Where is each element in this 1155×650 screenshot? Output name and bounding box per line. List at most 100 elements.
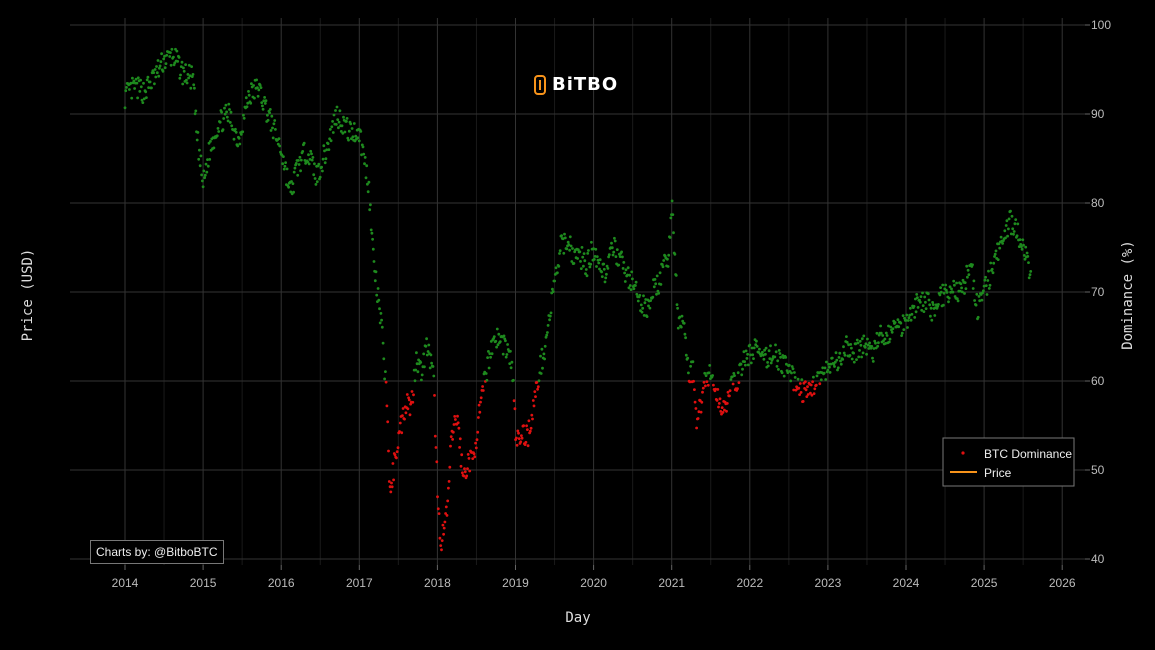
bitbo-logo-icon: [534, 74, 546, 95]
dominance-point: [230, 124, 234, 128]
dominance-point: [584, 272, 587, 275]
dominance-point: [539, 372, 543, 375]
dominance-point: [277, 137, 281, 141]
dominance-point: [921, 291, 924, 295]
dominance-point: [542, 352, 546, 356]
dominance-point: [933, 314, 937, 317]
dominance-point: [512, 378, 515, 382]
dominance-point: [704, 384, 707, 388]
dominance-point: [782, 374, 786, 378]
dominance-point: [799, 391, 803, 394]
dominance-point: [272, 122, 276, 126]
dominance-point: [362, 152, 366, 156]
dominance-point: [731, 382, 735, 386]
dominance-point: [247, 90, 250, 93]
dominance-point: [972, 279, 976, 283]
dominance-point: [341, 131, 345, 135]
dominance-point: [687, 371, 690, 375]
dominance-point: [345, 117, 349, 120]
dominance-point: [647, 304, 650, 308]
dominance-point: [612, 250, 616, 254]
dominance-point: [611, 253, 615, 257]
dominance-point: [281, 162, 285, 166]
dominance-point: [830, 356, 834, 360]
dominance-point: [466, 467, 469, 470]
dominance-point: [584, 268, 588, 271]
dominance-point: [777, 349, 781, 352]
dominance-point: [313, 162, 316, 166]
dominance-point: [827, 362, 830, 366]
dominance-point: [539, 354, 542, 358]
dominance-point: [741, 367, 744, 371]
dominance-point: [270, 114, 274, 118]
dominance-point: [223, 112, 227, 116]
dominance-point: [971, 263, 974, 267]
dominance-point: [736, 387, 739, 391]
dominance-point: [630, 270, 634, 274]
dominance-point: [301, 150, 305, 153]
dominance-point: [815, 374, 819, 378]
dominance-point: [326, 142, 330, 146]
dominance-point: [893, 321, 897, 324]
dominance-point: [338, 109, 342, 113]
dominance-point: [749, 361, 753, 365]
dominance-point: [785, 362, 788, 366]
dominance-point: [255, 78, 258, 82]
dominance-point: [479, 400, 482, 404]
dominance-point: [914, 310, 918, 314]
right-tick-label: 90: [1091, 107, 1105, 121]
dominance-point: [848, 354, 852, 357]
dominance-point: [285, 167, 289, 171]
dominance-point: [438, 536, 442, 540]
dominance-point: [774, 343, 777, 347]
dominance-point: [531, 399, 535, 402]
dominance-point: [497, 332, 501, 336]
dominance-point: [249, 101, 253, 105]
dominance-point: [563, 232, 566, 236]
dominance-point: [527, 419, 531, 423]
dominance-point: [523, 443, 527, 446]
dominance-point: [481, 389, 485, 392]
dominance-point: [636, 299, 640, 303]
dominance-point: [701, 386, 705, 390]
dominance-point: [595, 265, 598, 268]
dominance-point: [801, 400, 805, 403]
dominance-point: [766, 361, 769, 364]
dominance-point: [380, 318, 383, 322]
dominance-point: [705, 380, 709, 383]
dominance-point: [553, 279, 556, 283]
dominance-point: [142, 97, 146, 101]
dominance-point: [147, 86, 151, 89]
x-tick-label: 2023: [815, 576, 842, 590]
dominance-point: [433, 434, 437, 438]
dominance-point: [452, 423, 456, 426]
dominance-point: [964, 287, 968, 290]
dominance-point: [829, 362, 833, 366]
dominance-point: [250, 82, 253, 86]
dominance-point: [365, 164, 369, 168]
dominance-point: [321, 157, 325, 161]
dominance-point: [531, 417, 534, 421]
dominance-point: [329, 139, 333, 143]
dominance-point: [443, 520, 447, 524]
dominance-point: [299, 158, 303, 162]
dominance-point: [474, 441, 477, 445]
dominance-point: [453, 415, 457, 418]
dominance-point: [241, 130, 245, 134]
dominance-point: [714, 387, 717, 391]
dominance-point: [579, 267, 583, 270]
dominance-point: [1026, 255, 1030, 258]
dominance-point: [217, 130, 221, 133]
dominance-point: [142, 81, 145, 85]
dominance-point: [1029, 270, 1033, 273]
dominance-point: [563, 236, 567, 240]
dominance-point: [375, 293, 379, 297]
dominance-point: [864, 342, 868, 346]
dominance-point: [343, 130, 347, 134]
dominance-point: [769, 361, 773, 365]
dominance-point: [777, 368, 780, 371]
dominance-point: [744, 363, 747, 367]
dominance-point: [534, 395, 537, 398]
dominance-point: [913, 316, 917, 319]
dominance-point: [203, 176, 207, 180]
